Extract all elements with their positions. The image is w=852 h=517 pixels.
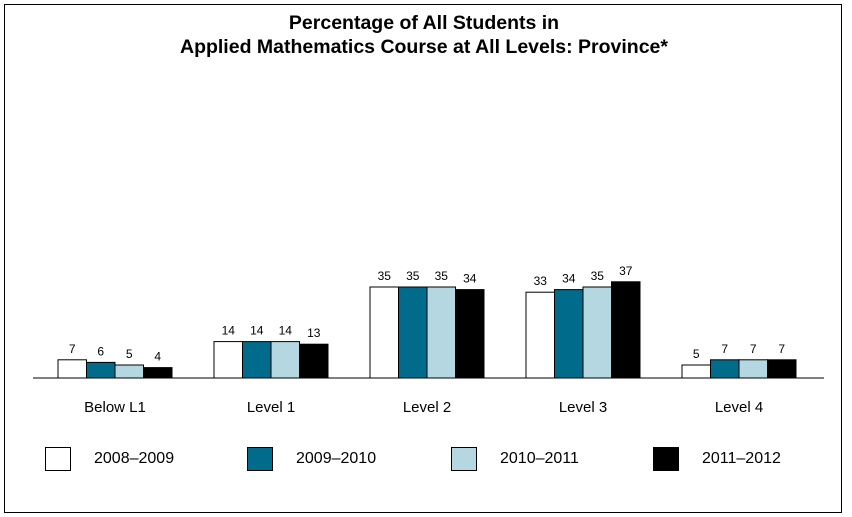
data-label: 14 xyxy=(250,324,264,338)
bar xyxy=(426,286,456,379)
data-label: 14 xyxy=(222,324,236,338)
bar xyxy=(86,361,116,379)
data-label: 33 xyxy=(534,274,548,288)
legend-label: 2008–2009 xyxy=(94,450,175,467)
data-label: 14 xyxy=(279,324,293,338)
data-label: 7 xyxy=(721,342,728,356)
bar xyxy=(582,286,612,379)
data-label: 35 xyxy=(378,269,392,283)
data-label: 35 xyxy=(435,269,449,283)
bar xyxy=(143,367,173,379)
bar xyxy=(242,341,272,379)
bar xyxy=(299,343,329,379)
legend-swatch xyxy=(653,447,679,471)
data-label: 13 xyxy=(307,326,321,340)
category-tick-label: Below L1 xyxy=(84,399,146,416)
data-label: 37 xyxy=(619,264,633,278)
chart-title-block: Percentage of All Students in Applied Ma… xyxy=(5,11,843,59)
category-tick-label: Level 2 xyxy=(403,399,451,416)
category-tick-label: Level 4 xyxy=(715,399,763,416)
bar xyxy=(525,291,555,379)
legend-swatch xyxy=(451,447,477,471)
bar xyxy=(398,286,428,379)
bar xyxy=(710,359,740,379)
bar xyxy=(369,286,399,379)
category-tick-label: Level 1 xyxy=(247,399,295,416)
bar xyxy=(114,364,144,379)
data-label: 7 xyxy=(750,342,757,356)
legend-swatch xyxy=(45,447,71,471)
data-label: 35 xyxy=(406,269,420,283)
bar xyxy=(213,341,243,379)
legend-label: 2011–2012 xyxy=(702,450,781,467)
data-label: 7 xyxy=(69,342,76,356)
bar xyxy=(681,364,711,379)
legend-label: 2009–2010 xyxy=(296,450,377,467)
chart-frame: Percentage of All Students in Applied Ma… xyxy=(4,4,842,513)
bar xyxy=(767,359,797,379)
chart-subtitle: Applied Mathematics Course at All Levels… xyxy=(179,36,668,58)
chart-title: Percentage of All Students in xyxy=(288,12,560,34)
data-label: 34 xyxy=(463,272,477,286)
bar xyxy=(270,341,300,379)
bar xyxy=(738,359,768,379)
data-label: 6 xyxy=(97,344,104,358)
data-label: 5 xyxy=(693,347,700,361)
data-label: 5 xyxy=(126,347,133,361)
bar xyxy=(57,359,87,379)
data-label: 7 xyxy=(778,342,785,356)
data-label: 35 xyxy=(591,269,605,283)
data-label: 34 xyxy=(562,272,576,286)
bar xyxy=(455,289,485,379)
legend-swatch xyxy=(247,447,273,471)
category-tick-label: Level 3 xyxy=(559,399,607,416)
bar xyxy=(611,281,641,379)
data-label: 4 xyxy=(154,350,161,364)
bar xyxy=(554,289,584,379)
legend-label: 2010–2011 xyxy=(500,450,579,467)
